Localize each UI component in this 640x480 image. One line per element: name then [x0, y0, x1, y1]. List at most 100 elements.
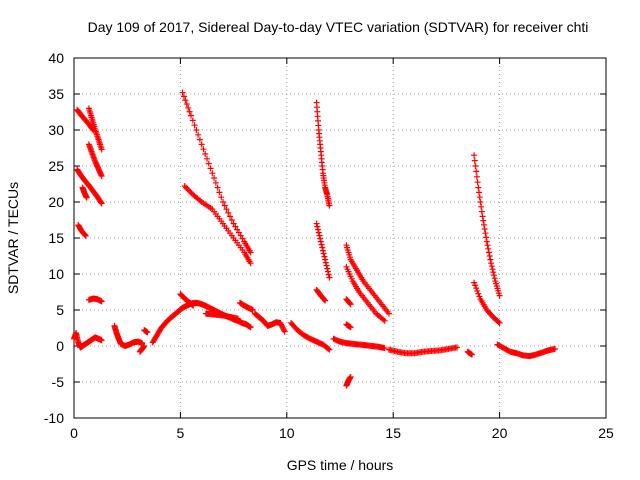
series-arc-p	[343, 296, 354, 308]
series-low-4	[149, 299, 254, 346]
series-low-10	[330, 335, 388, 352]
data-point	[82, 232, 89, 239]
data-point	[182, 97, 189, 104]
data-point	[381, 345, 388, 352]
data-point	[483, 234, 490, 241]
data-point	[317, 235, 324, 242]
x-tick-label: 25	[598, 425, 614, 441]
data-point	[481, 226, 488, 232]
series-low-2	[136, 343, 148, 355]
x-tick-labels: 0 5 10 15 20 25	[70, 425, 614, 441]
data-point	[473, 285, 480, 292]
x-tick-label: 20	[492, 425, 508, 441]
data-point	[321, 253, 328, 260]
series-low-5	[177, 291, 197, 309]
y-tick-label: 15	[48, 230, 64, 246]
data-point	[313, 220, 320, 227]
x-tick-label: 10	[279, 425, 295, 441]
data-point	[187, 188, 194, 195]
grid-lines	[74, 58, 606, 418]
data-point	[98, 173, 105, 180]
data-point	[474, 179, 481, 186]
series-arc-k	[313, 99, 333, 209]
series-arc-c	[85, 141, 105, 180]
data-point	[381, 317, 388, 324]
data-point	[316, 232, 323, 239]
series-low-14	[494, 341, 558, 360]
series-arc-m	[313, 286, 329, 304]
data-point	[475, 184, 482, 191]
series-arc-e	[85, 182, 105, 207]
data-point	[218, 194, 225, 201]
y-tick-label: 35	[48, 86, 64, 102]
data-point	[184, 186, 191, 193]
data-point	[317, 238, 324, 245]
data-point	[83, 194, 90, 201]
y-tick-label: 30	[48, 122, 64, 138]
series-arc-j	[181, 183, 254, 267]
data-point	[81, 232, 88, 238]
data-point	[551, 345, 558, 352]
data-point	[98, 146, 105, 153]
data-point	[476, 189, 483, 196]
data-point	[195, 131, 202, 138]
data-point	[98, 200, 105, 207]
data-point	[488, 263, 495, 270]
data-point	[185, 187, 192, 194]
data-point	[214, 184, 221, 191]
series-arc-r	[471, 279, 503, 326]
y-tick-label: 5	[56, 302, 64, 318]
data-point	[473, 168, 480, 175]
data-point	[205, 160, 212, 167]
data-point	[468, 351, 475, 358]
data-point	[479, 213, 486, 220]
data-point	[326, 274, 333, 281]
data-point	[476, 194, 483, 201]
y-tick-label: 0	[56, 338, 64, 354]
data-point	[473, 173, 480, 180]
data-point	[322, 259, 329, 266]
series-low-8	[251, 310, 288, 335]
data-point	[189, 117, 196, 124]
data-point	[321, 296, 328, 303]
series-arc-g	[75, 222, 89, 239]
series-arc-l	[313, 220, 333, 281]
chart-title: Day 109 of 2017, Sidereal Day-to-day VTE…	[88, 19, 589, 35]
series-arc-o	[343, 263, 388, 324]
series-arc-i	[179, 89, 254, 256]
data-point	[247, 324, 254, 331]
data-point	[476, 293, 483, 300]
x-tick-label: 0	[70, 425, 78, 441]
data-point	[219, 199, 226, 205]
series-arc-h	[85, 295, 105, 305]
series-low-1	[111, 322, 146, 349]
y-tick-label: -10	[44, 410, 64, 426]
series-neg-arc	[343, 373, 354, 389]
data-point	[191, 122, 198, 129]
data-point	[346, 300, 353, 307]
data-point	[98, 337, 105, 344]
series-arc-d	[74, 166, 92, 189]
data-point	[221, 202, 228, 209]
data-point	[281, 328, 288, 335]
data-point	[491, 275, 498, 282]
data-point	[211, 175, 218, 181]
data-point	[323, 262, 330, 269]
series-low-6	[202, 310, 241, 322]
data-point	[190, 302, 197, 309]
series-low-0	[71, 330, 105, 351]
data-point	[183, 184, 190, 191]
data-point	[179, 89, 186, 96]
data-point	[223, 206, 230, 213]
data-point	[325, 345, 332, 352]
data-point	[324, 268, 331, 275]
data-point	[326, 202, 333, 209]
data-point	[496, 292, 503, 299]
data-point	[193, 127, 200, 133]
data-point	[347, 324, 354, 331]
data-point	[489, 266, 496, 273]
series-low-12	[385, 344, 461, 357]
series-arc-f	[79, 184, 90, 201]
x-axis-label: GPS time / hours	[287, 457, 394, 473]
